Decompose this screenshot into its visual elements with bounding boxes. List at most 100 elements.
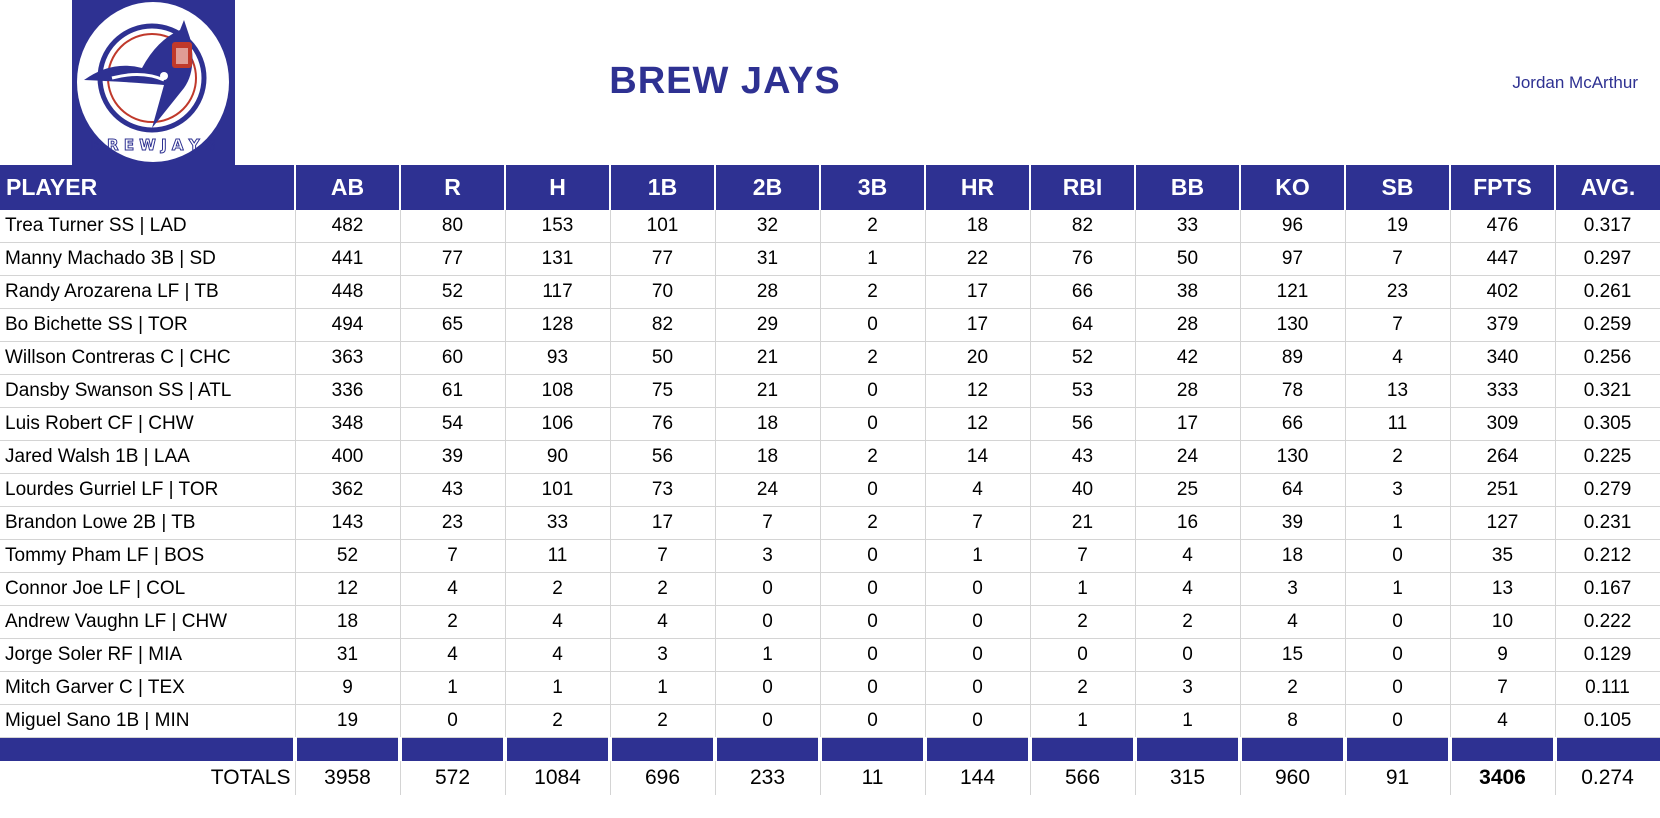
total-cell: 11 xyxy=(819,761,926,795)
stat-cell: 4 xyxy=(399,638,506,672)
stat-cell: 52 xyxy=(1029,341,1136,375)
stat-cell: 31 xyxy=(714,242,821,276)
stat-cell: 4 xyxy=(1134,572,1241,606)
stat-cell: 4 xyxy=(1344,341,1451,375)
stat-cell: 130 xyxy=(1239,440,1346,474)
stat-cell: 2 xyxy=(1029,671,1136,705)
stat-cell: 0 xyxy=(819,407,926,441)
stat-cell: 43 xyxy=(1029,440,1136,474)
stat-cell: 56 xyxy=(1029,407,1136,441)
stat-cell: 0 xyxy=(819,473,926,507)
stat-cell: 448 xyxy=(294,275,401,309)
column-header: 3B xyxy=(819,165,925,210)
stat-cell: 18 xyxy=(1239,539,1346,573)
stat-cell: 106 xyxy=(504,407,611,441)
player-name: Luis Robert CF | CHW xyxy=(0,407,296,441)
stat-cell: 18 xyxy=(294,605,401,639)
stat-cell: 80 xyxy=(399,210,506,243)
table-row: Manny Machado 3B | SD 441 77 131 77 31 1 22 76 50… xyxy=(0,242,1660,276)
stat-cell: 2 xyxy=(609,572,716,606)
stat-cell: 0 xyxy=(819,638,926,672)
stat-cell: 2 xyxy=(609,704,716,738)
stat-cell: 0 xyxy=(714,671,821,705)
stat-cell: 65 xyxy=(399,308,506,342)
total-cell: 1084 xyxy=(504,761,611,795)
stat-cell: 11 xyxy=(1344,407,1451,441)
stat-cell: 13 xyxy=(1344,374,1451,408)
stat-cell: 40 xyxy=(1029,473,1136,507)
column-header: 1B xyxy=(609,165,715,210)
stat-cell: 0 xyxy=(819,374,926,408)
stat-cell: 2 xyxy=(504,704,611,738)
stat-cell: 1 xyxy=(1134,704,1241,738)
column-header: BB xyxy=(1134,165,1240,210)
stat-cell: 363 xyxy=(294,341,401,375)
column-header: AB xyxy=(294,165,400,210)
stat-cell: 4 xyxy=(504,605,611,639)
stat-cell: 56 xyxy=(609,440,716,474)
stat-cell: 4 xyxy=(609,605,716,639)
stat-cell: 76 xyxy=(1029,242,1136,276)
stat-cell: 0.279 xyxy=(1554,473,1660,507)
separator-cell xyxy=(503,737,610,761)
stat-cell: 2 xyxy=(1134,605,1241,639)
table-row: Luis Robert CF | CHW 348 54 106 76 18 0 12 56 17 6… xyxy=(0,407,1660,441)
stat-cell: 75 xyxy=(609,374,716,408)
player-name: Dansby Swanson SS | ATL xyxy=(0,374,296,408)
stat-cell: 3 xyxy=(1239,572,1346,606)
stat-cell: 1 xyxy=(924,539,1031,573)
separator-cell xyxy=(713,737,820,761)
stat-cell: 21 xyxy=(714,341,821,375)
stat-cell: 50 xyxy=(609,341,716,375)
separator-cell xyxy=(1343,737,1450,761)
total-cell: 566 xyxy=(1029,761,1136,795)
stat-cell: 17 xyxy=(609,506,716,540)
stat-cell: 96 xyxy=(1239,210,1346,243)
player-name: Connor Joe LF | COL xyxy=(0,572,296,606)
stat-cell: 1 xyxy=(609,671,716,705)
stat-cell: 33 xyxy=(1134,210,1241,243)
table-row: Mitch Garver C | TEX 9 1 1 1 0 0 0 2 3 2 0 7 0.111 xyxy=(0,671,1660,705)
stat-cell: 17 xyxy=(1134,407,1241,441)
table-row: Bo Bichette SS | TOR 494 65 128 82 29 0 17 64 28 1… xyxy=(0,308,1660,342)
stat-cell: 3 xyxy=(714,539,821,573)
stat-cell: 7 xyxy=(609,539,716,573)
total-cell: 3406 xyxy=(1449,761,1556,795)
totals-row: TOTALS 3958 572 1084 696 233 11 144 566 315 960 91 3… xyxy=(0,761,1660,795)
stat-cell: 0 xyxy=(1344,704,1451,738)
stat-cell: 43 xyxy=(399,473,506,507)
stat-cell: 482 xyxy=(294,210,401,243)
total-cell: 3958 xyxy=(294,761,401,795)
stat-cell: 93 xyxy=(504,341,611,375)
stat-cell: 0 xyxy=(1344,671,1451,705)
stat-cell: 400 xyxy=(294,440,401,474)
stat-cell: 19 xyxy=(1344,210,1451,243)
player-name: Trea Turner SS | LAD xyxy=(0,210,296,243)
table-row: Tommy Pham LF | BOS 52 7 11 7 3 0 1 7 4 18 0 35 0.212 xyxy=(0,539,1660,573)
stat-cell: 121 xyxy=(1239,275,1346,309)
stat-cell: 1 xyxy=(1029,572,1136,606)
stat-cell: 0 xyxy=(714,605,821,639)
table-row: Miguel Sano 1B | MIN 19 0 2 2 0 0 0 1 1 8 0 4 0.105 xyxy=(0,704,1660,738)
stat-cell: 264 xyxy=(1449,440,1556,474)
stat-cell: 82 xyxy=(609,308,716,342)
stat-cell: 28 xyxy=(714,275,821,309)
stat-cell: 130 xyxy=(1239,308,1346,342)
stat-cell: 1 xyxy=(714,638,821,672)
stat-cell: 17 xyxy=(924,308,1031,342)
stat-cell: 309 xyxy=(1449,407,1556,441)
stat-cell: 0.222 xyxy=(1554,605,1660,639)
player-name: Miguel Sano 1B | MIN xyxy=(0,704,296,738)
stat-cell: 7 xyxy=(1344,242,1451,276)
stat-cell: 15 xyxy=(1239,638,1346,672)
stat-cell: 77 xyxy=(609,242,716,276)
stat-cell: 73 xyxy=(609,473,716,507)
stat-cell: 1 xyxy=(819,242,926,276)
stat-cell: 28 xyxy=(1134,308,1241,342)
stat-cell: 101 xyxy=(609,210,716,243)
stat-cell: 7 xyxy=(1029,539,1136,573)
stat-cell: 0.259 xyxy=(1554,308,1660,342)
stat-cell: 23 xyxy=(399,506,506,540)
stat-cell: 0.256 xyxy=(1554,341,1660,375)
stat-cell: 0 xyxy=(399,704,506,738)
